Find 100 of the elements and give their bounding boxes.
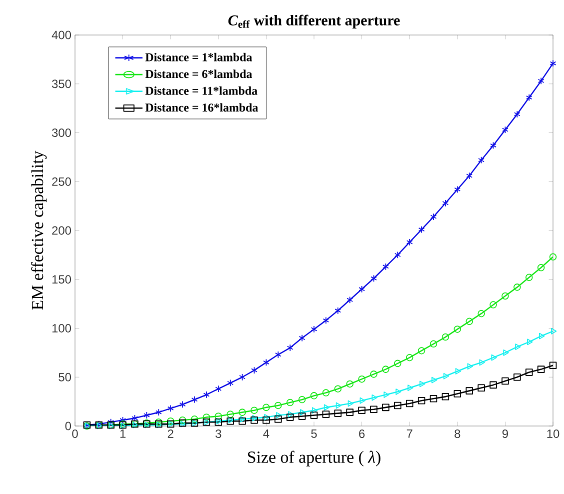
point bbox=[262, 404, 270, 412]
point bbox=[406, 354, 414, 362]
point bbox=[322, 389, 330, 396]
point bbox=[334, 307, 342, 314]
point bbox=[132, 414, 138, 422]
legend-label: Distance = 1*lambda bbox=[145, 52, 252, 62]
point bbox=[190, 416, 198, 423]
point bbox=[226, 410, 234, 418]
point bbox=[274, 351, 282, 358]
x-tick-label: 3 bbox=[216, 430, 222, 438]
point bbox=[430, 213, 437, 220]
point bbox=[312, 407, 318, 414]
point bbox=[251, 366, 258, 374]
y-tick-label: 250 bbox=[52, 177, 72, 186]
point bbox=[394, 360, 402, 368]
point bbox=[478, 384, 485, 392]
point bbox=[443, 372, 450, 380]
point bbox=[348, 400, 354, 407]
point bbox=[394, 402, 402, 410]
point bbox=[549, 253, 557, 261]
point bbox=[526, 94, 532, 102]
point bbox=[384, 392, 390, 398]
point bbox=[179, 400, 186, 408]
point bbox=[274, 402, 282, 410]
point bbox=[238, 417, 246, 425]
point bbox=[466, 318, 473, 326]
point bbox=[298, 396, 306, 404]
point bbox=[286, 344, 294, 352]
point bbox=[300, 409, 306, 416]
x-tick-label: 8 bbox=[454, 430, 460, 438]
point bbox=[250, 406, 258, 414]
point bbox=[408, 384, 414, 392]
point bbox=[252, 414, 258, 422]
point bbox=[396, 388, 402, 395]
x-tick-label: 6 bbox=[359, 430, 365, 438]
point bbox=[502, 292, 509, 300]
point bbox=[215, 385, 222, 392]
y-tick-label: 100 bbox=[52, 324, 72, 332]
point bbox=[490, 142, 496, 150]
y-axis-title: EM effective capability bbox=[31, 150, 47, 310]
point bbox=[346, 408, 354, 416]
point bbox=[454, 390, 462, 398]
point bbox=[527, 338, 533, 346]
point bbox=[358, 286, 366, 293]
point bbox=[502, 126, 508, 134]
point bbox=[322, 410, 330, 418]
legend-label: Distance = 11*lambda bbox=[145, 86, 258, 95]
point bbox=[538, 77, 544, 85]
point bbox=[382, 404, 390, 412]
point bbox=[406, 238, 413, 246]
point bbox=[120, 416, 126, 424]
point bbox=[240, 416, 246, 422]
y-tick-label: 0 bbox=[65, 422, 72, 430]
point bbox=[262, 416, 270, 424]
point bbox=[454, 186, 461, 194]
point bbox=[288, 411, 294, 418]
point bbox=[478, 310, 485, 318]
point bbox=[418, 396, 426, 404]
point bbox=[466, 387, 473, 394]
point bbox=[370, 274, 377, 282]
point bbox=[549, 362, 557, 370]
point bbox=[382, 263, 389, 270]
point bbox=[525, 368, 533, 376]
point bbox=[382, 366, 390, 373]
point bbox=[479, 359, 485, 366]
point bbox=[550, 328, 557, 334]
x-tick-label: 1 bbox=[120, 430, 126, 438]
point bbox=[442, 199, 449, 207]
y-tick-label: 400 bbox=[52, 30, 72, 40]
point bbox=[214, 412, 222, 420]
point bbox=[202, 414, 210, 421]
x-tick-label: 4 bbox=[263, 430, 270, 438]
point bbox=[310, 392, 318, 400]
point bbox=[420, 380, 426, 388]
point bbox=[370, 370, 378, 378]
point bbox=[108, 418, 114, 426]
point bbox=[274, 416, 282, 423]
point bbox=[346, 380, 354, 388]
point bbox=[406, 400, 414, 408]
point bbox=[310, 412, 318, 419]
point bbox=[525, 274, 533, 282]
point bbox=[239, 373, 246, 381]
point bbox=[155, 408, 162, 416]
point bbox=[502, 377, 509, 385]
x-axis-title: Size of aperture ( λ) bbox=[248, 450, 380, 466]
point bbox=[370, 406, 378, 414]
point bbox=[227, 379, 234, 387]
x-tick-label: 7 bbox=[406, 430, 412, 438]
point bbox=[467, 363, 473, 370]
point bbox=[334, 385, 342, 392]
point bbox=[203, 391, 210, 398]
point bbox=[442, 333, 450, 341]
point bbox=[478, 156, 485, 164]
point bbox=[539, 332, 545, 340]
point bbox=[286, 414, 294, 421]
point bbox=[394, 251, 401, 259]
legend-label: Distance = 6*lambda bbox=[145, 70, 252, 78]
point bbox=[262, 358, 270, 366]
point bbox=[358, 375, 366, 383]
point bbox=[178, 416, 186, 424]
